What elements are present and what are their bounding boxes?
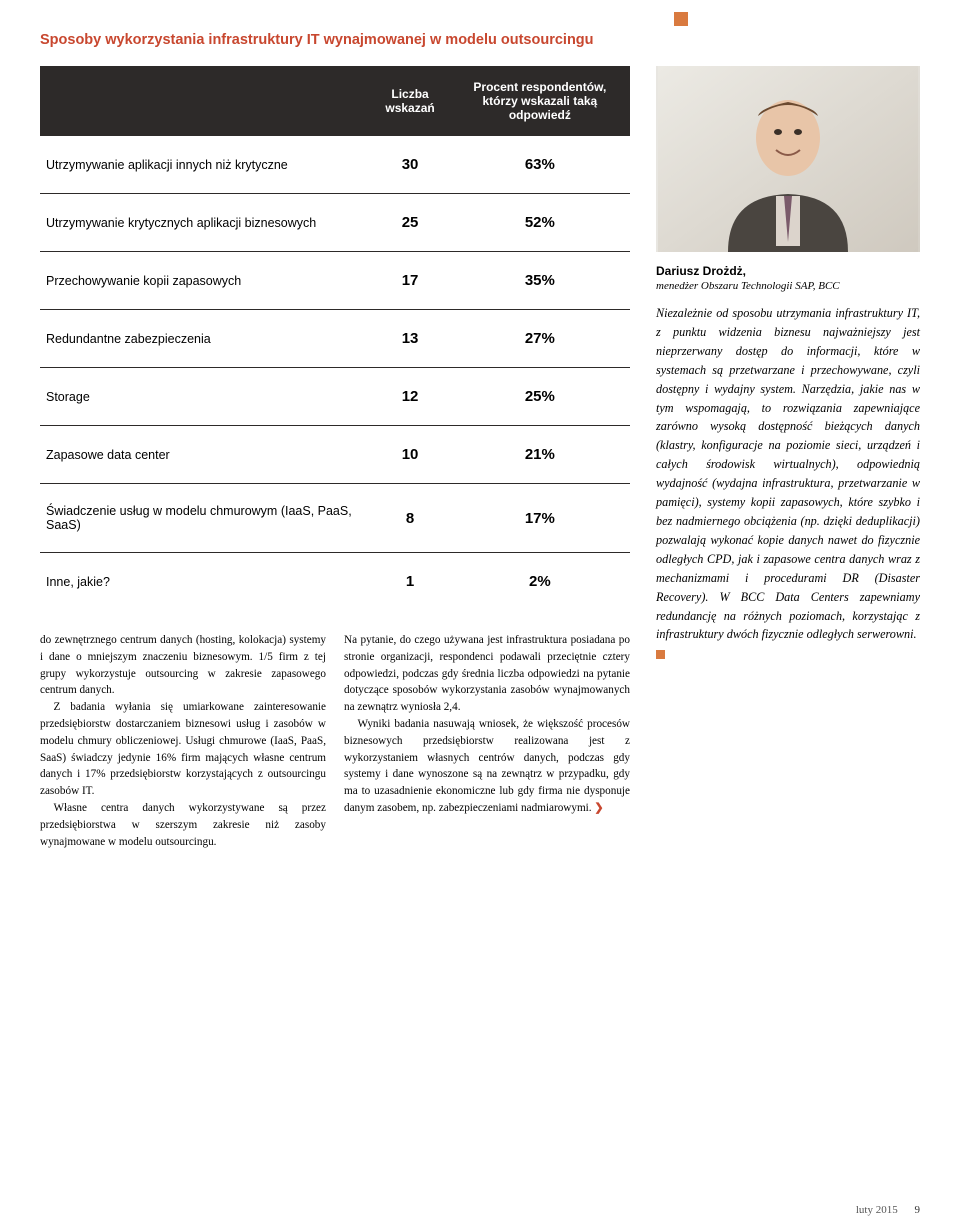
page-footer: luty 2015 9 bbox=[856, 1204, 920, 1216]
row-count: 12 bbox=[370, 368, 449, 426]
row-label: Storage bbox=[40, 368, 370, 426]
paragraph: Na pytanie, do czego używana jest infras… bbox=[344, 632, 630, 716]
row-pct: 27% bbox=[450, 310, 630, 368]
author-role: menedżer Obszaru Technologii SAP, BCC bbox=[656, 280, 920, 292]
body-col-2: Na pytanie, do czego używana jest infras… bbox=[344, 632, 630, 850]
survey-table: Liczba wskazań Procent respondentów, któ… bbox=[40, 66, 630, 610]
row-label: Utrzymywanie aplikacji innych niż krytyc… bbox=[40, 136, 370, 194]
row-pct: 2% bbox=[450, 553, 630, 611]
page-number: 9 bbox=[915, 1204, 921, 1216]
paragraph: Wyniki badania nasuwają wniosek, że więk… bbox=[344, 716, 630, 817]
table-row: Utrzymywanie aplikacji innych niż krytyc… bbox=[40, 136, 630, 194]
row-label: Inne, jakie? bbox=[40, 553, 370, 611]
accent-square bbox=[674, 12, 688, 26]
end-marker-icon bbox=[656, 650, 665, 659]
row-pct: 35% bbox=[450, 252, 630, 310]
row-pct: 21% bbox=[450, 426, 630, 484]
table-header-blank bbox=[40, 66, 370, 136]
table-row: Świadczenie usług w modelu chmurowym (Ia… bbox=[40, 484, 630, 553]
table-title: Sposoby wykorzystania infrastruktury IT … bbox=[40, 32, 920, 48]
issue-label: luty 2015 bbox=[856, 1204, 898, 1216]
table-header-pct: Procent respondentów, którzy wskazali ta… bbox=[450, 66, 630, 136]
row-count: 10 bbox=[370, 426, 449, 484]
row-pct: 52% bbox=[450, 194, 630, 252]
row-count: 25 bbox=[370, 194, 449, 252]
row-pct: 17% bbox=[450, 484, 630, 553]
row-count: 30 bbox=[370, 136, 449, 194]
paragraph: Własne centra danych wykorzystywane są p… bbox=[40, 800, 326, 850]
table-row: Redundantne zabezpieczenia 13 27% bbox=[40, 310, 630, 368]
row-label: Zapasowe data center bbox=[40, 426, 370, 484]
table-row: Utrzymywanie krytycznych aplikacji bizne… bbox=[40, 194, 630, 252]
row-pct: 63% bbox=[450, 136, 630, 194]
sidebar-quote: Niezależnie od sposobu utrzymania infras… bbox=[656, 304, 920, 644]
table-row: Przechowywanie kopii zapasowych 17 35% bbox=[40, 252, 630, 310]
author-name: Dariusz Drożdż, bbox=[656, 264, 920, 278]
body-text-columns: do zewnętrznego centrum danych (hosting,… bbox=[40, 632, 630, 850]
author-photo bbox=[656, 66, 920, 252]
paragraph: Z badania wyłania się umiarkowane zainte… bbox=[40, 699, 326, 800]
row-label: Redundantne zabezpieczenia bbox=[40, 310, 370, 368]
row-count: 13 bbox=[370, 310, 449, 368]
table-row: Zapasowe data center 10 21% bbox=[40, 426, 630, 484]
row-count: 17 bbox=[370, 252, 449, 310]
paragraph: do zewnętrznego centrum danych (hosting,… bbox=[40, 632, 326, 699]
row-label: Utrzymywanie krytycznych aplikacji bizne… bbox=[40, 194, 370, 252]
row-label: Przechowywanie kopii zapasowych bbox=[40, 252, 370, 310]
row-count: 8 bbox=[370, 484, 449, 553]
continue-arrow-icon: ❯ bbox=[594, 802, 603, 814]
row-pct: 25% bbox=[450, 368, 630, 426]
row-label: Świadczenie usług w modelu chmurowym (Ia… bbox=[40, 484, 370, 553]
row-count: 1 bbox=[370, 553, 449, 611]
table-header-count: Liczba wskazań bbox=[370, 66, 449, 136]
body-col-1: do zewnętrznego centrum danych (hosting,… bbox=[40, 632, 326, 850]
table-row: Inne, jakie? 1 2% bbox=[40, 553, 630, 611]
table-row: Storage 12 25% bbox=[40, 368, 630, 426]
